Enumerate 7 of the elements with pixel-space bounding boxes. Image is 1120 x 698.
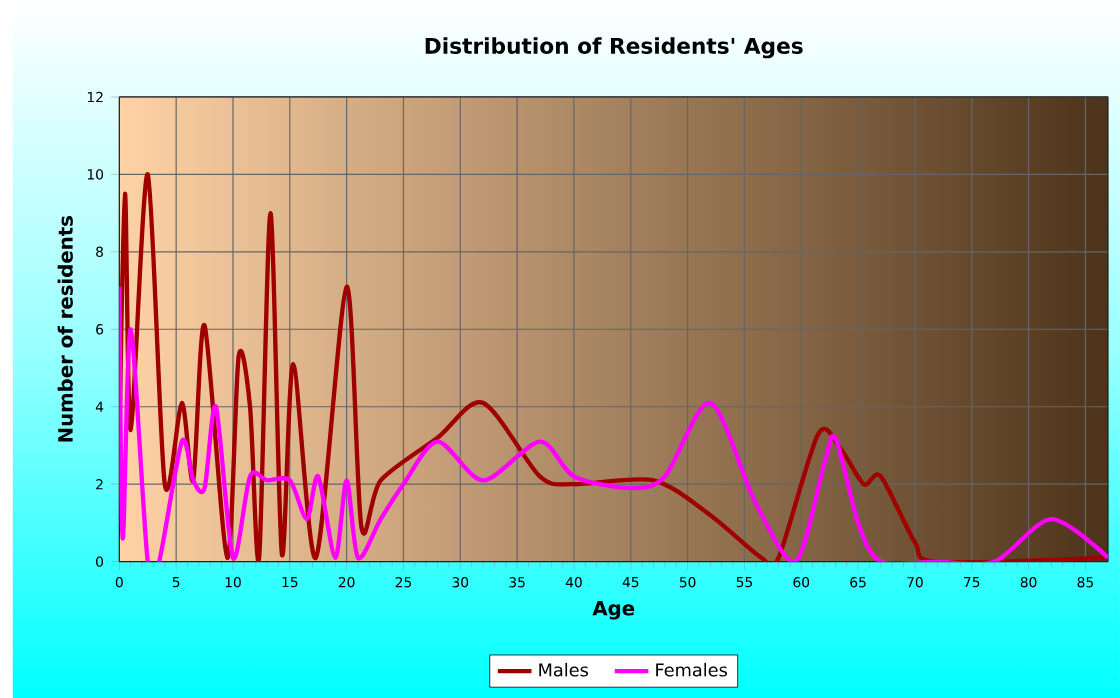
- y-axis-title: Number of residents: [57, 216, 73, 442]
- x-axis-title: Age: [592, 600, 635, 620]
- line-series: [119, 172, 1109, 562]
- legend-label: Females: [656, 662, 727, 677]
- line-series: [119, 284, 1109, 562]
- legend-label: Males: [539, 662, 588, 677]
- chart-title: Distribution of Residents' Ages: [425, 37, 803, 59]
